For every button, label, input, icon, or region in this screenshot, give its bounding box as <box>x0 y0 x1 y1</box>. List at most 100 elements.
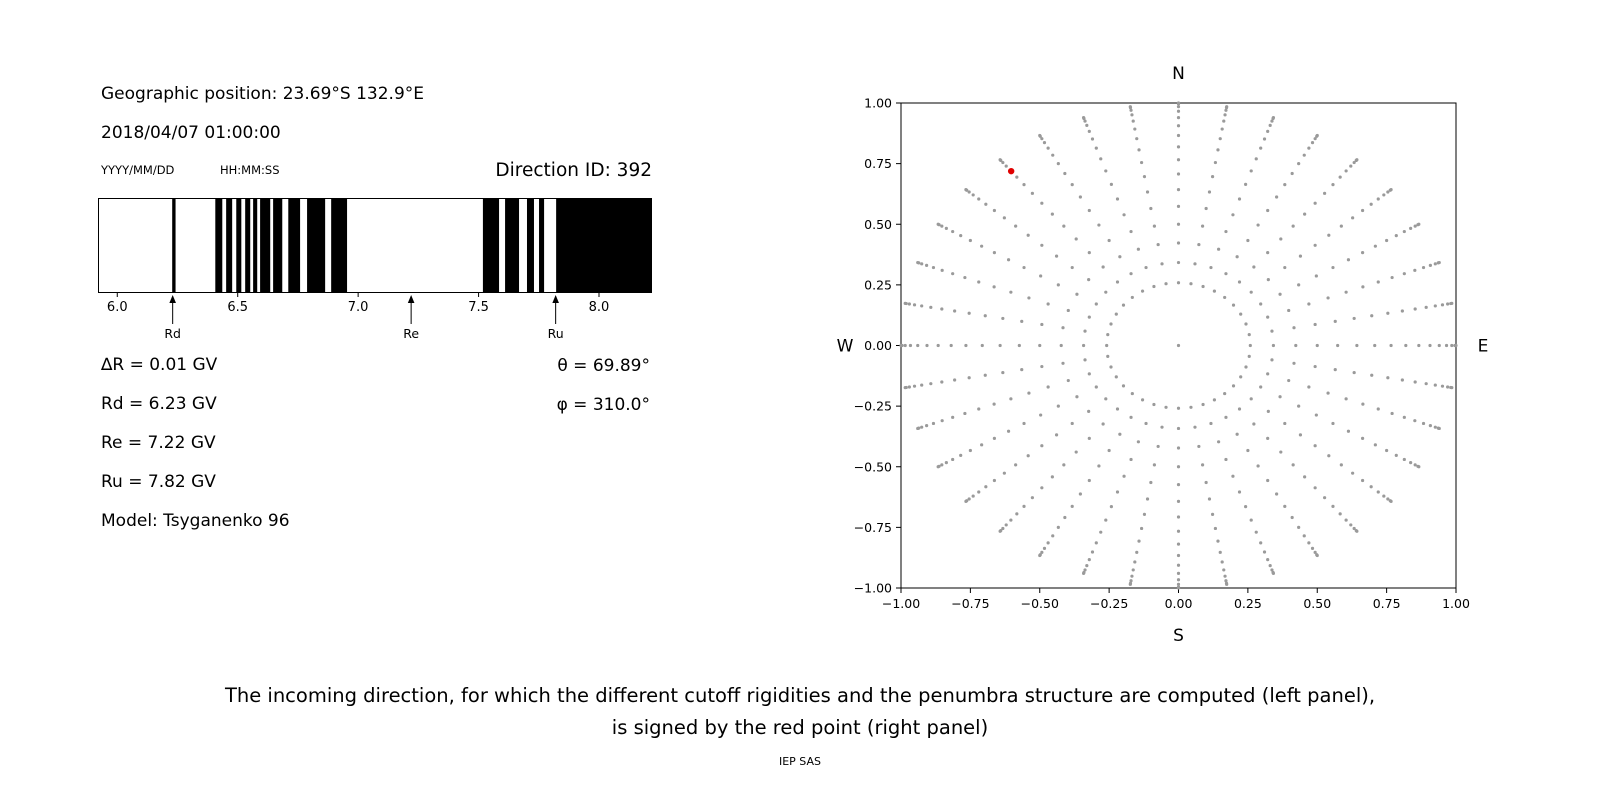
grid-point <box>1004 164 1008 168</box>
datetime-text: 2018/04/07 01:00:00 <box>101 123 281 143</box>
grid-point <box>1413 224 1417 228</box>
grid-point <box>1039 413 1043 417</box>
grid-point <box>1101 265 1105 269</box>
penumbra-band <box>505 199 520 292</box>
grid-point <box>1020 368 1024 372</box>
grid-point <box>1149 480 1153 485</box>
grid-point <box>980 343 984 348</box>
grid-point <box>1440 303 1445 307</box>
penumbra-band <box>215 199 223 292</box>
grid-point <box>1201 284 1205 289</box>
penumbra-band <box>172 199 176 292</box>
grid-point <box>1115 197 1120 201</box>
grid-point <box>1370 373 1374 377</box>
grid-point <box>1268 123 1272 127</box>
grid-point <box>1097 464 1101 468</box>
grid-point <box>1409 226 1413 230</box>
grid-point <box>1224 229 1228 234</box>
grid-point <box>1376 197 1380 201</box>
grid-point <box>1129 579 1133 583</box>
grid-point <box>1189 282 1193 286</box>
grid-point <box>1070 421 1074 426</box>
grid-point <box>967 376 971 380</box>
grid-point <box>1156 444 1160 449</box>
grid-point <box>1009 290 1013 294</box>
grid-point <box>1313 201 1317 205</box>
grid-point <box>1061 326 1065 330</box>
grid-point <box>1176 124 1181 128</box>
grid-point <box>1176 426 1181 431</box>
grid-point <box>1231 474 1235 478</box>
grid-point <box>1156 242 1160 247</box>
grid-point <box>1224 457 1228 462</box>
grid-point <box>1256 464 1260 468</box>
grid-point <box>903 343 907 348</box>
grid-point <box>980 244 984 248</box>
grid-point <box>1140 398 1145 402</box>
grid-point <box>1176 465 1181 469</box>
penumbra-band <box>307 199 326 292</box>
grid-point <box>925 424 929 428</box>
grid-point <box>983 314 987 318</box>
grid-point <box>1027 391 1031 395</box>
grid-point <box>1246 238 1250 243</box>
rigidity-x-tick-label: 6.0 <box>107 300 128 315</box>
grid-point <box>1046 302 1050 306</box>
grid-point <box>1118 255 1122 259</box>
grid-point <box>1270 119 1274 123</box>
grid-point <box>1307 302 1311 306</box>
grid-point <box>1360 251 1365 255</box>
grid-point <box>1433 425 1437 429</box>
grid-point <box>1421 421 1426 426</box>
grid-point <box>967 497 971 501</box>
grid-point <box>1130 113 1134 117</box>
grid-point <box>940 380 944 384</box>
grid-point <box>1176 204 1181 209</box>
grid-point <box>1207 497 1212 501</box>
grid-point <box>920 425 924 429</box>
grid-point <box>1297 525 1301 529</box>
grid-point <box>1310 141 1315 145</box>
grid-point <box>907 385 911 389</box>
grid-point <box>1038 343 1042 348</box>
grid-point <box>992 478 997 483</box>
grid-point <box>1266 278 1270 282</box>
grid-point <box>998 343 1002 348</box>
grid-point <box>1271 116 1276 120</box>
grid-point <box>1294 343 1298 348</box>
grid-point <box>1297 162 1301 166</box>
grid-point <box>1164 282 1168 286</box>
grid-point <box>1220 127 1224 131</box>
grid-point <box>1104 397 1108 401</box>
grid-point <box>992 285 996 289</box>
grid-point <box>920 304 924 308</box>
grid-point <box>1437 260 1441 265</box>
grid-point <box>1218 550 1222 554</box>
grid-point <box>1454 343 1458 348</box>
grid-point <box>1413 268 1417 272</box>
grid-point <box>1059 343 1063 348</box>
grid-point <box>1302 534 1306 538</box>
grid-point <box>1176 145 1181 149</box>
grid-point <box>1283 421 1287 426</box>
grid-point <box>920 383 924 387</box>
direction-chart: −1.00−1.00 −0.75 −0.75 −0.50 −0.50 −0.25 −0.25… <box>837 64 1489 646</box>
grid-point <box>1313 444 1317 448</box>
grid-point <box>1244 182 1248 186</box>
grid-point <box>1142 512 1147 516</box>
grid-point <box>1333 368 1337 372</box>
grid-point <box>1144 421 1148 426</box>
grid-point <box>1351 471 1355 475</box>
grid-point <box>1349 164 1353 168</box>
grid-point <box>1385 238 1389 243</box>
grid-point <box>1176 499 1181 503</box>
grid-point <box>1176 586 1181 590</box>
grid-point <box>1160 425 1164 429</box>
grid-point <box>1081 571 1086 575</box>
grid-point <box>916 426 920 431</box>
grid-point <box>953 378 957 382</box>
grid-point <box>949 343 953 348</box>
grid-point <box>1314 274 1318 278</box>
grid-point <box>1176 188 1181 192</box>
grid-point <box>1222 568 1226 572</box>
